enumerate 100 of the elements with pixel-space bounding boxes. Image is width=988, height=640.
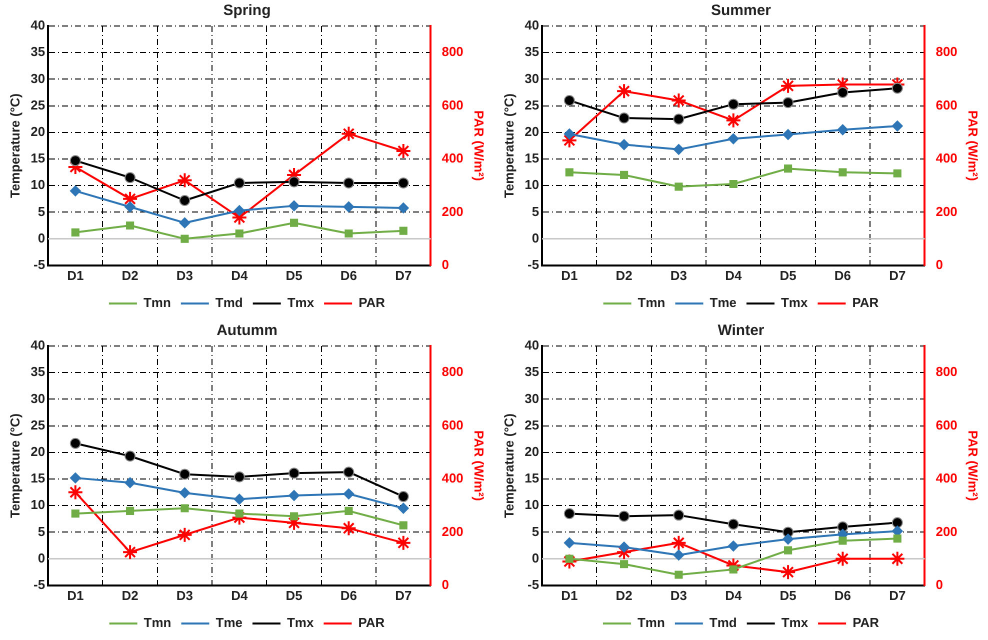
y-axis-title: Temperature (°C) [501,413,516,518]
x-tick-label: D4 [725,268,742,283]
y-tick-label: 25 [524,417,540,432]
y-tick-label: 10 [30,177,46,192]
legend-label: Tmx [780,295,808,310]
y-tick-label: 5 [532,204,540,219]
y2-tick-label: 200 [442,524,464,539]
legend-label: PAR [358,615,386,630]
x-tick-label: D3 [176,588,194,603]
y-tick-label: 40 [524,18,540,33]
x-tick-label: D5 [780,268,796,283]
x-tick-label: D6 [340,268,358,283]
x-tick-label: D7 [889,268,906,283]
y-tick-label: 15 [30,150,46,166]
x-tick-label: D4 [725,588,742,603]
x-tick-label: D5 [286,268,302,283]
y-tick-label: 15 [524,470,540,486]
y-tick-label: 10 [30,497,46,512]
x-tick-label: D6 [340,588,358,603]
y-tick-label: 0 [532,550,540,566]
y-tick-label: 40 [524,338,540,353]
x-tick-label: D6 [834,588,852,603]
y2-tick-label: 800 [442,44,464,60]
legend-label: Tmx [286,615,314,630]
legend-label: Tme [710,295,736,310]
y2-tick-label: 800 [936,364,958,380]
y-axis-title: Temperature (°C) [7,413,22,518]
x-tick-label: D1 [67,588,84,603]
x-tick-label: D3 [176,268,194,283]
x-tick-label: D2 [616,588,632,603]
y-tick-label: -5 [527,576,540,592]
x-tick-label: D3 [670,268,688,283]
chart-title: Summer [710,2,772,20]
chart-title: Winter [718,322,764,340]
legend-label: Tmx [781,615,809,630]
y2-axis-title: PAR (W/m²) [966,110,981,181]
y2-tick-label: 200 [936,204,958,219]
legend-label: Tmx [287,295,315,310]
y-tick-label: 35 [524,364,540,380]
x-tick-label: D4 [231,268,248,283]
legend-label: PAR [358,295,386,310]
y-tick-label: -5 [33,576,46,592]
legend-label: Tme [216,615,242,630]
legend-label: Tmn [143,295,171,310]
y-tick-label: 30 [524,390,540,406]
y-tick-label: 15 [524,150,540,166]
x-tick-label: D1 [561,588,578,603]
legend-label: Tmd [709,615,737,630]
legend-label: Tmd [215,295,243,310]
y2-tick-label: 400 [442,470,464,486]
y2-tick-label: 400 [936,470,958,486]
y-tick-label: -5 [33,256,46,272]
y2-tick-label: 600 [936,417,958,432]
x-tick-label: D7 [395,588,412,603]
y2-tick-label: 0 [442,576,449,592]
legend-label: PAR [852,295,880,310]
y2-tick-label: 400 [442,150,464,166]
x-tick-label: D3 [670,588,688,603]
y-tick-label: 35 [524,44,540,60]
y-tick-label: 0 [532,230,540,246]
y2-axis-title: PAR (W/m²) [472,110,487,181]
y-tick-label: 40 [30,18,46,33]
y-tick-label: 20 [30,444,46,459]
x-tick-label: D1 [67,268,84,283]
legend-label: Tmn [144,615,172,630]
y-tick-label: 25 [524,97,540,112]
y-tick-label: 20 [524,444,540,459]
legend-label: PAR [852,615,880,630]
y-tick-label: 30 [30,70,46,86]
x-tick-label: D2 [122,268,138,283]
y-tick-label: 35 [30,364,46,380]
y2-tick-label: 200 [936,524,958,539]
chart-title: Spring [223,2,271,20]
y-axis-title: Temperature (°C) [7,93,22,198]
y-tick-label: 30 [30,390,46,406]
y-tick-label: 30 [524,70,540,86]
y2-tick-label: 0 [936,576,943,592]
y2-tick-label: 600 [442,97,464,112]
y2-axis-title: PAR (W/m²) [966,430,981,501]
y-tick-label: 40 [30,338,46,353]
y2-tick-label: 800 [936,44,958,60]
x-tick-label: D2 [616,268,632,283]
y-tick-label: 25 [30,417,46,432]
y-tick-label: -5 [527,256,540,272]
legend-label: Tmn [638,295,666,310]
x-tick-label: D7 [889,588,906,603]
y2-tick-label: 600 [442,417,464,432]
y-tick-label: 10 [524,177,540,192]
x-tick-label: D2 [122,588,138,603]
y-tick-label: 5 [38,524,46,539]
y2-tick-label: 200 [442,204,464,219]
y-tick-label: 10 [524,497,540,512]
y-tick-label: 35 [30,44,46,60]
y2-tick-label: 400 [936,150,958,166]
x-tick-label: D1 [561,268,578,283]
y2-tick-label: 0 [442,256,449,272]
y-tick-label: 0 [38,230,46,246]
legend-label: Tmn [637,615,665,630]
y-tick-label: 5 [532,524,540,539]
y-tick-label: 0 [38,550,46,566]
